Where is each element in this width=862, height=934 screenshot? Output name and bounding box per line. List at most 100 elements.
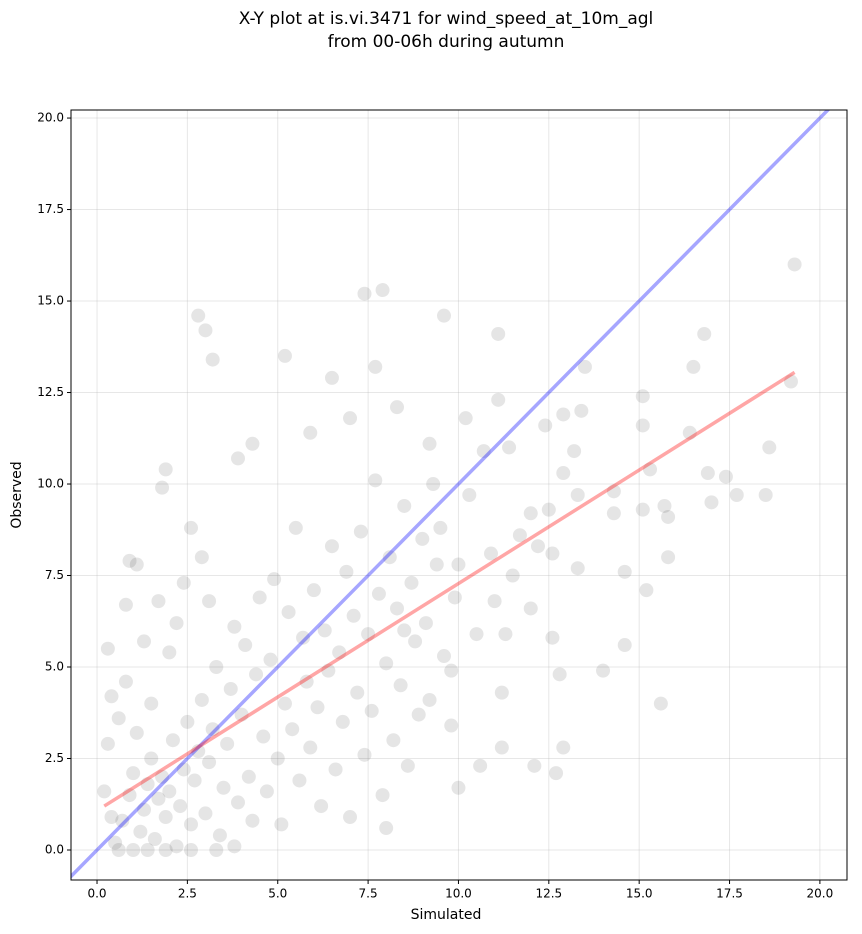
scatter-point [426,477,441,492]
scatter-point [643,462,658,477]
scatter-point [375,283,390,298]
scatter-point [202,755,217,770]
scatter-point [512,528,527,543]
scatter-point [234,707,249,722]
scatter-point [379,821,394,836]
scatter-point [104,689,119,704]
scatter-point [422,436,437,451]
y-tick-label: 20.0 [37,111,64,125]
scatter-point [556,740,571,755]
scatter-point [198,323,213,338]
scatter-point [277,348,292,363]
scatter-point [350,685,365,700]
x-tick-label: 20.0 [807,887,834,901]
scatter-point [162,645,177,660]
scatter-point [245,436,260,451]
x-axis-label: Simulated [411,907,482,923]
scatter-point [422,692,437,707]
scatter-point [661,509,676,524]
scatter-point [556,466,571,481]
scatter-point [357,747,372,762]
scatter-point [241,769,256,784]
scatter-point [682,425,697,440]
y-tick-label: 5.0 [45,660,64,674]
scatter-point [574,403,589,418]
scatter-point [408,634,423,649]
scatter-point [577,359,592,374]
scatter-point [596,663,611,678]
scatter-point [126,766,141,781]
scatter-point [523,506,538,521]
scatter-point [530,539,545,554]
scatter-point [137,634,152,649]
scatter-point [368,473,383,488]
scatter-point [140,777,155,792]
scatter-point [473,758,488,773]
scatter-point [140,842,155,857]
scatter-point [527,758,542,773]
scatter-point [230,451,245,466]
scatter-point [368,359,383,374]
y-tick-label: 12.5 [37,385,64,399]
y-tick-label: 7.5 [45,568,64,582]
scatter-point [209,842,224,857]
scatter-point [418,616,433,631]
scatter-point [277,696,292,711]
scatter-point [375,788,390,803]
scatter-point [122,553,137,568]
scatter-point [718,469,733,484]
scatter-point [444,718,459,733]
scatter-point [306,583,321,598]
scatter-point [328,762,343,777]
scatter-point [158,810,173,825]
scatter-point [194,692,209,707]
scatter-point [238,638,253,653]
scatter-point [97,784,112,799]
ticks: 0.0 2.5 5.0 7.5 10.0 12.5 15.0 17.5 20.0 0.0 2.5 5.… [37,111,833,901]
scatter-point [332,645,347,660]
scatter-point [335,714,350,729]
plot-area [71,110,831,879]
scatter-point [100,641,115,656]
scatter-point [212,828,227,843]
scatter-point [415,531,430,546]
scatter-point [545,630,560,645]
scatter-point [704,495,719,510]
scatter-point [570,561,585,576]
x-tick-label: 5.0 [268,887,287,901]
scatter-point [285,722,300,737]
scatter-point [252,590,267,605]
y-tick-label: 15.0 [37,294,64,308]
scatter-point [155,769,170,784]
scatter-point [281,605,296,620]
scatter-point [541,502,556,517]
scatter-point [230,795,245,810]
scatter-point [397,498,412,513]
scatter-point [227,619,242,634]
scatter-point [147,832,162,847]
y-tick-label: 10.0 [37,477,64,491]
scatter-point [606,506,621,521]
x-tick-label: 7.5 [359,887,378,901]
scatter-point [639,583,654,598]
fit-line [71,110,831,879]
scatter-point [324,370,339,385]
grid [71,110,847,880]
x-tick-label: 10.0 [445,887,472,901]
scatter-point [661,550,676,565]
scatter-point [158,842,173,857]
scatter-point [444,663,459,678]
scatter-point [274,817,289,832]
scatter-point [411,707,426,722]
scatter-point [469,627,484,642]
scatter-point [173,799,188,814]
scatter-point [165,733,180,748]
scatter-point [491,326,506,341]
scatter-point [404,575,419,590]
scatter-point [433,520,448,535]
scatter-point [729,488,744,502]
scatter-point [451,780,466,795]
scatter-point [783,374,798,389]
scatter-point [549,766,564,781]
scatter-point [491,392,506,407]
